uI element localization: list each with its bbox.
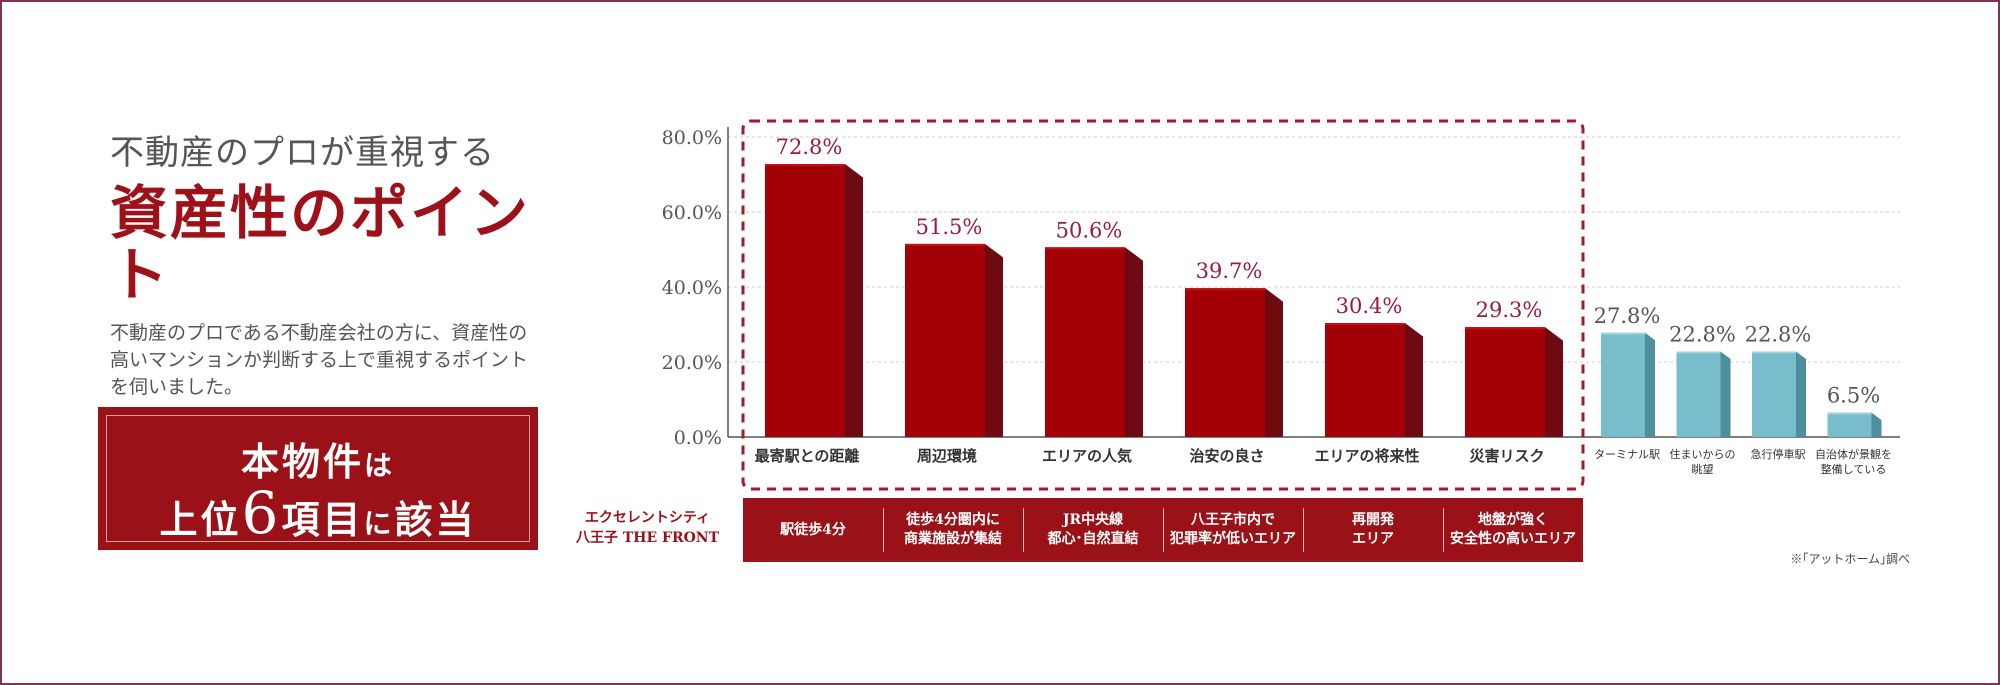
bar-value-label: 51.5% bbox=[916, 215, 983, 239]
feature-cell: 八王子市内で 犯罪率が低いエリア bbox=[1163, 498, 1303, 562]
bar-side bbox=[1125, 247, 1143, 437]
highlight-match-text: 該当 bbox=[394, 497, 477, 542]
bar-value-label: 29.3% bbox=[1476, 298, 1543, 322]
bar-value-label: 22.8% bbox=[1669, 323, 1736, 347]
bar-value-label: 72.8% bbox=[776, 135, 843, 159]
y-tick-label: 0.0% bbox=[674, 427, 722, 449]
bar-side bbox=[1720, 351, 1731, 437]
bar bbox=[1045, 247, 1125, 437]
highlight-particle-2: に bbox=[363, 507, 395, 540]
bar-value-label: 39.7% bbox=[1196, 259, 1263, 283]
y-tick-label: 40.0% bbox=[662, 277, 722, 299]
x-tick-label: エリアの人気 bbox=[1042, 447, 1132, 465]
bar-side bbox=[1645, 332, 1655, 437]
highlight-box: 本物件は 上位6項目に該当 bbox=[98, 407, 538, 550]
bar-value-label: 50.6% bbox=[1056, 218, 1123, 242]
bar bbox=[1601, 332, 1645, 437]
bar bbox=[1465, 327, 1545, 437]
y-tick-label: 60.0% bbox=[662, 202, 722, 224]
x-tick-label: 最寄駅との距離 bbox=[755, 447, 860, 465]
bar bbox=[1325, 323, 1405, 437]
x-tick-label: 災害リスク bbox=[1469, 447, 1544, 465]
feature-cell: 駅徒歩4分 bbox=[780, 521, 846, 538]
highlight-line-1: 本物件は bbox=[98, 431, 538, 486]
bar-side bbox=[1545, 327, 1563, 437]
bar-side bbox=[1796, 351, 1806, 437]
property-name: エクセレントシティ 八王子 THE FRONT bbox=[575, 510, 720, 546]
feature-cell: 徒歩4分圏内に 商業施設が集結 bbox=[883, 498, 1023, 562]
panel-subtitle: 不動産のプロが重視する bbox=[110, 133, 495, 173]
bar-value-label: 30.4% bbox=[1336, 294, 1403, 318]
feature-cell: JR中央線 都心･自然直結 bbox=[1023, 498, 1163, 562]
feature-cell: 再開発 エリア bbox=[1303, 498, 1443, 562]
bar bbox=[1752, 351, 1796, 437]
y-tick-label: 80.0% bbox=[662, 127, 722, 149]
y-tick-label: 20.0% bbox=[662, 352, 722, 374]
bar bbox=[1827, 412, 1872, 437]
bar bbox=[765, 164, 845, 437]
highlight-rank-prefix: 上位 bbox=[159, 497, 242, 542]
panel-description: 不動産のプロである不動産会社の方に、資産性の高いマンションか判断する上で重視する… bbox=[110, 322, 529, 398]
feature-row: 駅徒歩4分 徒歩4分圏内に 商業施設が集結 JR中央線 都心･自然直結 八王子市… bbox=[743, 498, 1583, 562]
x-tick-label: 自治体が景観を bbox=[1815, 447, 1892, 461]
highlight-particle: は bbox=[364, 449, 396, 482]
bar-value-label: 22.8% bbox=[1745, 323, 1812, 347]
feature-cell: 地盤が強く 安全性の高いエリア bbox=[1443, 498, 1583, 562]
bar-value-label: 27.8% bbox=[1594, 304, 1661, 328]
bar bbox=[905, 243, 985, 437]
x-tick-label: 治安の良さ bbox=[1189, 447, 1264, 465]
source-note: ※｢アットホーム｣調べ bbox=[1790, 552, 1910, 566]
x-tick-label: 眺望 bbox=[1692, 463, 1714, 476]
bar bbox=[1185, 288, 1265, 437]
bar-side bbox=[845, 164, 863, 437]
bar-side bbox=[1405, 323, 1423, 437]
x-tick-label: 急行停車駅 bbox=[1751, 447, 1806, 461]
highlight-inner-border bbox=[106, 415, 530, 542]
highlight-main-text: 本物件 bbox=[240, 439, 364, 484]
bar-side bbox=[1871, 412, 1882, 437]
x-tick-label: 整備している bbox=[1821, 462, 1887, 476]
highlight-line-2: 上位6項目に該当 bbox=[98, 479, 538, 547]
highlight-items-text: 項目 bbox=[281, 497, 364, 542]
bar-value-label: 6.5% bbox=[1827, 384, 1880, 408]
highlight-dashed-box bbox=[741, 119, 1585, 491]
bar-side bbox=[1265, 288, 1283, 437]
bar-side bbox=[985, 243, 1003, 437]
highlight-rank-number: 6 bbox=[241, 479, 282, 547]
x-tick-label: 住まいからの bbox=[1670, 447, 1736, 461]
left-panel: 不動産のプロが重視する 資産性のポイント 不動産のプロである不動産会社の方に、資… bbox=[110, 125, 550, 401]
panel-title: 資産性のポイント bbox=[110, 179, 531, 309]
x-tick-label: ターミナル駅 bbox=[1594, 448, 1660, 461]
x-tick-label: エリアの将来性 bbox=[1314, 447, 1419, 465]
bar bbox=[1676, 351, 1721, 437]
x-tick-label: 周辺環境 bbox=[917, 447, 977, 465]
